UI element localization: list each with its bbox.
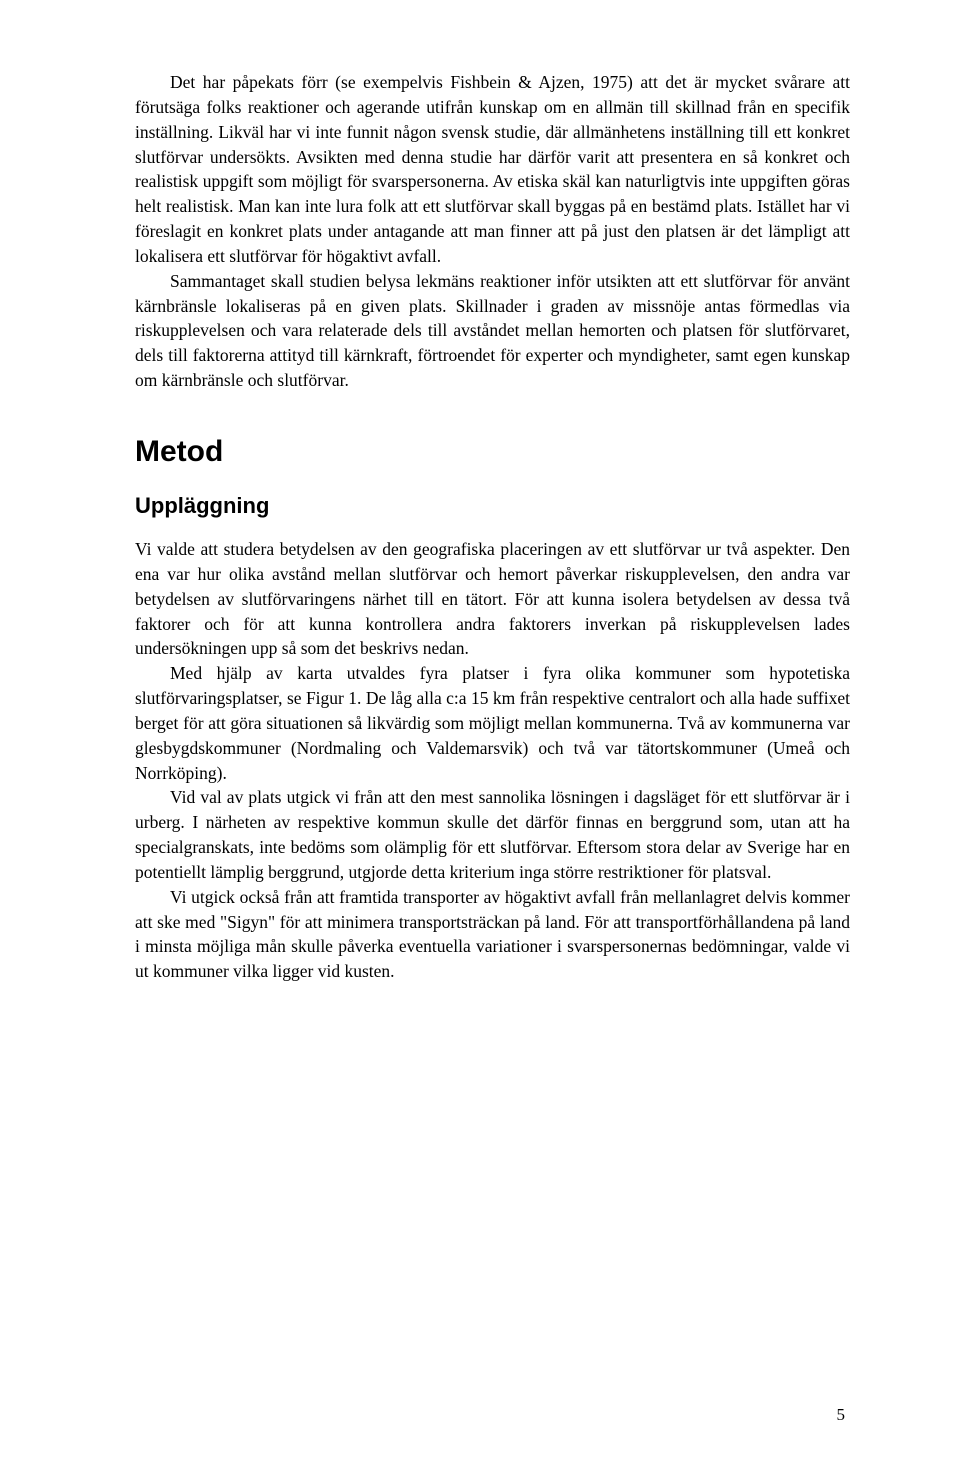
page-number: 5 <box>837 1405 846 1425</box>
section-heading-metod: Metod <box>135 435 850 469</box>
body-paragraph-2: Sammantaget skall studien belysa lekmäns… <box>135 269 850 393</box>
body-paragraph-4: Med hjälp av karta utvaldes fyra platser… <box>135 661 850 785</box>
body-paragraph-5: Vid val av plats utgick vi från att den … <box>135 785 850 884</box>
subsection-heading-upplaggning: Uppläggning <box>135 493 850 519</box>
body-paragraph-6: Vi utgick också från att framtida transp… <box>135 885 850 984</box>
body-paragraph-1: Det har påpekats förr (se exempelvis Fis… <box>135 70 850 269</box>
body-paragraph-3: Vi valde att studera betydelsen av den g… <box>135 537 850 661</box>
